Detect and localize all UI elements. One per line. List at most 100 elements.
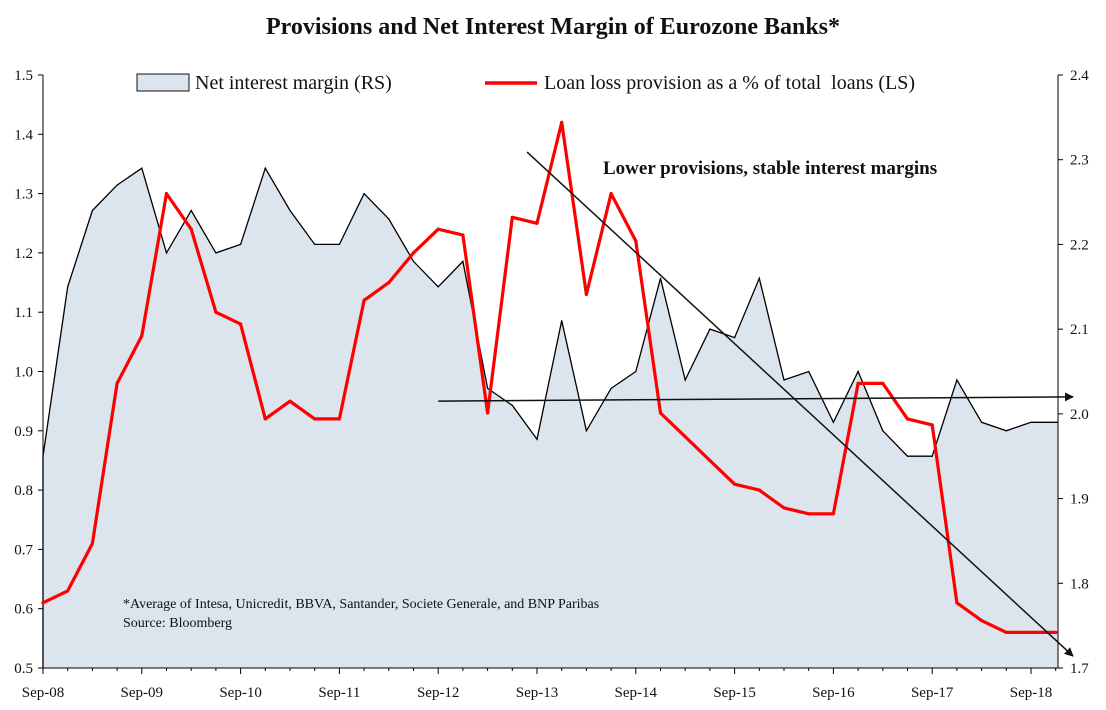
net-interest-margin-area bbox=[43, 168, 1058, 668]
net-interest-margin-point-sep-18 bbox=[1030, 421, 1032, 423]
x-tick-label-sep-10: Sep-10 bbox=[219, 685, 262, 701]
right-tick-label-1.7: 1.7 bbox=[1070, 661, 1089, 677]
left-tick-label-0.6: 0.6 bbox=[14, 602, 33, 618]
net-interest-margin-point-mar-09 bbox=[91, 209, 93, 212]
net-interest-margin-point-jun-10 bbox=[215, 252, 217, 254]
net-interest-margin-point-mar-18 bbox=[981, 421, 983, 423]
loan-loss-provision-point-mar-18 bbox=[980, 619, 984, 623]
loan-loss-provision-point-sep-13 bbox=[535, 221, 539, 225]
x-tick-label-sep-14: Sep-14 bbox=[615, 685, 658, 701]
x-tick-label-sep-08: Sep-08 bbox=[22, 685, 65, 701]
net-interest-margin-point-jun-14 bbox=[610, 387, 612, 389]
loan-loss-provision-point-sep-14 bbox=[634, 239, 638, 243]
loan-loss-provision-point-sep-15 bbox=[733, 482, 737, 486]
net-interest-margin-line bbox=[42, 166, 1058, 668]
right-tick-label-2.0: 2.0 bbox=[1070, 407, 1089, 423]
net-interest-margin-point-mar-12 bbox=[388, 218, 390, 220]
net-interest-margin-point-mar-16 bbox=[783, 379, 785, 381]
left-tick-label-1.1: 1.1 bbox=[14, 305, 33, 321]
net-interest-margin-point-dec-15 bbox=[758, 277, 760, 279]
net-interest-margin-area-group bbox=[42, 166, 1058, 668]
chart-title: Provisions and Net Interest Margin of Eu… bbox=[266, 14, 840, 40]
loan-loss-provision-point-mar-13 bbox=[486, 411, 490, 415]
net-interest-margin-point-jun-11 bbox=[314, 243, 316, 245]
annotation-group: Lower provisions, stable interest margin… bbox=[438, 151, 1074, 657]
net-interest-margin-point-jun-09 bbox=[116, 184, 118, 186]
x-tick-label-sep-15: Sep-15 bbox=[713, 685, 756, 701]
net-interest-margin-point-sep-10 bbox=[240, 243, 242, 245]
net-interest-margin-point-dec-17 bbox=[956, 379, 958, 381]
x-tick-label-sep-09: Sep-09 bbox=[121, 685, 164, 701]
loan-loss-provision-point-dec-10 bbox=[263, 417, 267, 421]
net-interest-margin-point-sep-15 bbox=[734, 337, 736, 339]
loan-loss-provision-point-mar-16 bbox=[782, 506, 786, 510]
net-interest-margin-point-dec-16 bbox=[857, 370, 859, 373]
legend-label-net-interest-margin: Net interest margin (RS) bbox=[195, 72, 392, 94]
left-tick-label-0.5: 0.5 bbox=[14, 661, 33, 677]
left-tick-label-1.5: 1.5 bbox=[14, 68, 33, 84]
loan-loss-provision-point-mar-17 bbox=[881, 381, 885, 385]
net-interest-margin-point-jun-12 bbox=[412, 260, 415, 262]
footnote-averages: *Average of Intesa, Unicredit, BBVA, San… bbox=[123, 597, 599, 612]
loan-loss-provision-point-sep-18 bbox=[1029, 630, 1033, 635]
loan-loss-provision-point-sep-11 bbox=[337, 417, 341, 421]
loan-loss-provision-point-jun-15 bbox=[708, 458, 712, 463]
loan-loss-provision-point-jun-11 bbox=[313, 417, 317, 421]
annotation-text: Lower provisions, stable interest margin… bbox=[603, 158, 937, 179]
loan-loss-provision-point-dec-17 bbox=[955, 601, 959, 605]
net-interest-margin-point-dec-11 bbox=[363, 193, 365, 195]
legend: Net interest margin (RS) Loan loss provi… bbox=[136, 72, 915, 94]
net-interest-margin-point-mar-17 bbox=[882, 430, 884, 432]
loan-loss-provision-point-mar-12 bbox=[387, 281, 391, 285]
loan-loss-provision-point-mar-10 bbox=[189, 227, 193, 231]
net-interest-margin-point-sep-11 bbox=[338, 243, 340, 245]
right-tick-label-2.1: 2.1 bbox=[1070, 322, 1089, 338]
loan-loss-provision-point-jun-18 bbox=[1004, 630, 1008, 635]
loan-loss-provision-point-jun-09 bbox=[115, 381, 119, 385]
loan-loss-provision-point-dec-09 bbox=[164, 192, 169, 196]
net-interest-margin-point-dec-10 bbox=[264, 167, 266, 169]
loan-loss-provision-point-mar-09 bbox=[90, 541, 94, 546]
net-interest-margin-point-sep-16 bbox=[832, 421, 835, 423]
net-interest-margin-point-jun-16 bbox=[808, 370, 810, 373]
left-tick-label-0.8: 0.8 bbox=[14, 483, 33, 499]
loan-loss-provision-point-sep-17 bbox=[930, 423, 934, 427]
loan-loss-provision-point-sep-09 bbox=[140, 334, 144, 338]
right-tick-label-2.4: 2.4 bbox=[1070, 68, 1089, 84]
loan-loss-provision-point-jun-13 bbox=[510, 215, 514, 219]
x-tick-label-sep-12: Sep-12 bbox=[417, 685, 460, 701]
net-interest-margin-point-dec-08 bbox=[67, 286, 69, 288]
net-interest-margin-point-dec-18 bbox=[1055, 421, 1057, 423]
loan-loss-provision-point-dec-14 bbox=[658, 411, 663, 415]
loan-loss-provision-point-sep-10 bbox=[239, 322, 243, 326]
net-interest-margin-point-jun-18 bbox=[1005, 430, 1007, 432]
left-tick-label-0.7: 0.7 bbox=[14, 542, 33, 558]
net-interest-margin-point-jun-13 bbox=[511, 404, 513, 406]
loan-loss-provision-point-jun-17 bbox=[905, 417, 910, 421]
loan-loss-provision-point-jun-14 bbox=[609, 192, 613, 196]
loan-loss-provision-point-dec-18 bbox=[1054, 630, 1058, 635]
right-tick-label-2.3: 2.3 bbox=[1070, 153, 1089, 169]
net-interest-margin-point-mar-11 bbox=[289, 209, 291, 212]
net-interest-margin-point-sep-17 bbox=[931, 455, 933, 457]
net-interest-margin-point-dec-14 bbox=[659, 277, 662, 279]
loan-loss-provision-point-sep-08 bbox=[41, 601, 45, 605]
loan-loss-provision-point-dec-13 bbox=[560, 120, 564, 124]
legend-swatch-net-interest-margin bbox=[136, 73, 190, 92]
loan-loss-provision-point-dec-08 bbox=[66, 589, 70, 593]
net-interest-margin-point-mar-15 bbox=[684, 379, 686, 381]
loan-loss-provision-point-dec-15 bbox=[757, 488, 761, 492]
declining-provisions-arrow bbox=[526, 151, 1074, 657]
net-interest-margin-point-sep-13 bbox=[536, 438, 538, 440]
loan-loss-provision-point-sep-12 bbox=[436, 227, 440, 231]
axes: 0.5 0.6 0.7 0.8 0.9 1.0 1.1 1.2 1.3 1.4 1.5 1.7 1.8 1… bbox=[14, 68, 1089, 701]
left-tick-label-1.4: 1.4 bbox=[14, 127, 33, 143]
loan-loss-provision-point-mar-15 bbox=[683, 435, 687, 439]
loan-loss-provision-point-dec-11 bbox=[362, 298, 366, 302]
x-tick-label-sep-18: Sep-18 bbox=[1010, 685, 1053, 701]
net-interest-margin-point-mar-13 bbox=[487, 387, 489, 389]
x-tick-label-sep-11: Sep-11 bbox=[318, 685, 360, 701]
loan-loss-provision-point-mar-14 bbox=[584, 292, 589, 296]
net-interest-margin-point-jun-17 bbox=[906, 455, 909, 457]
